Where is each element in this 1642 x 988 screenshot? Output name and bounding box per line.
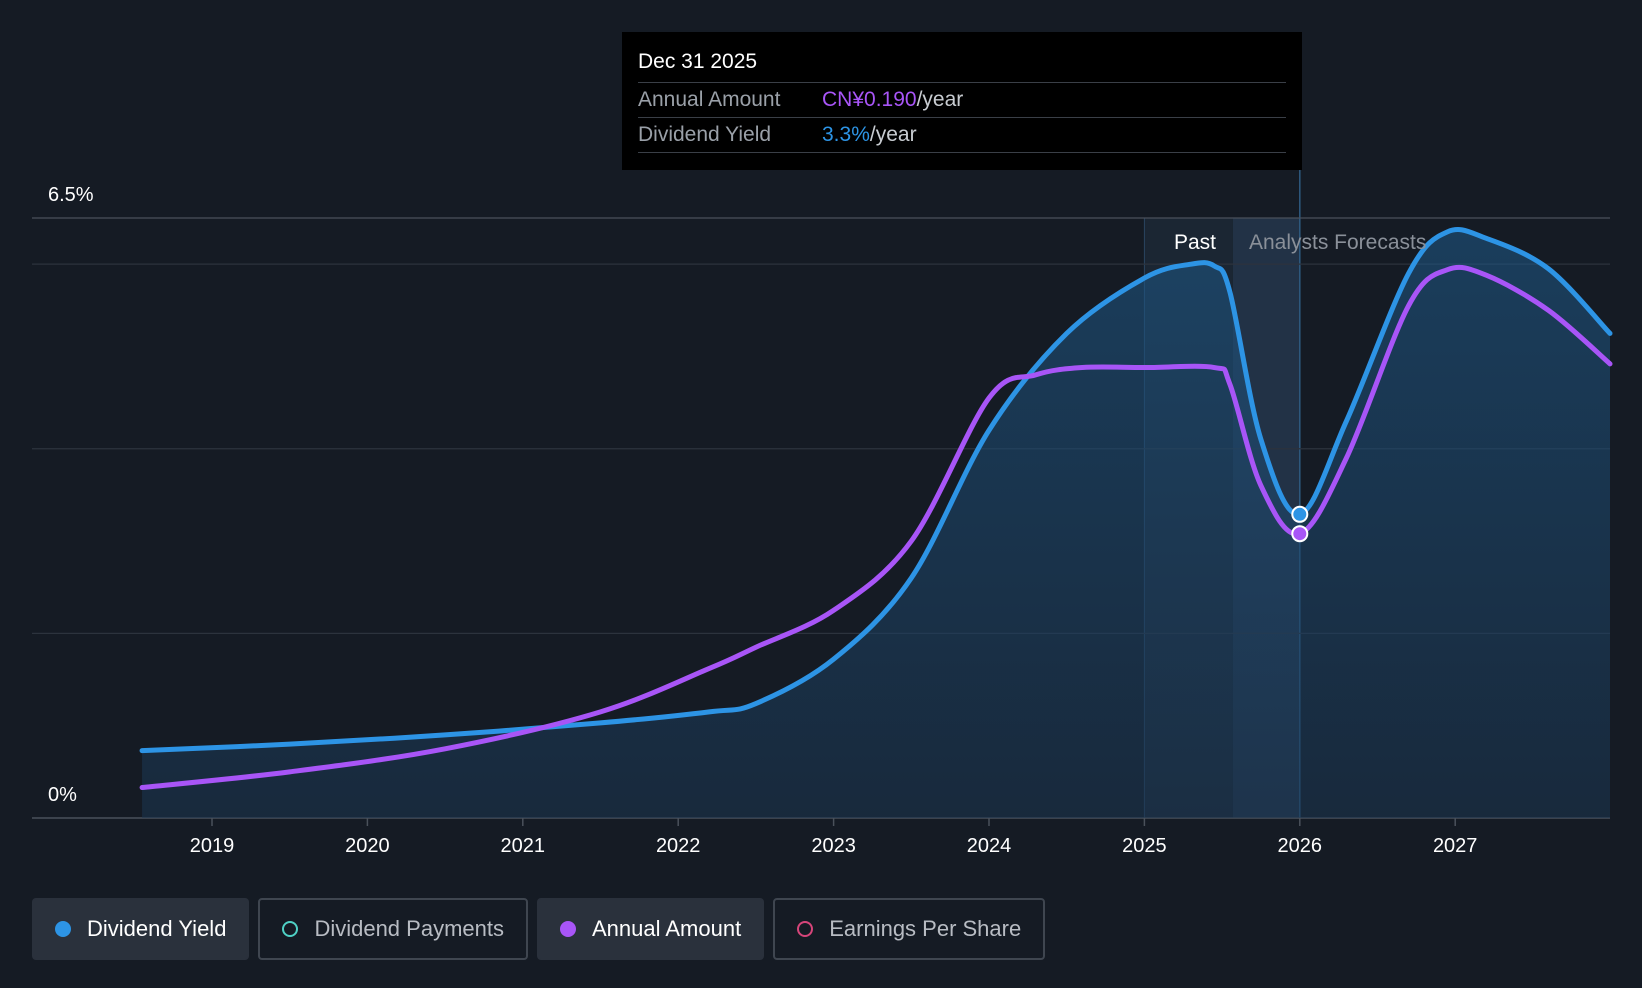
tooltip-value: 3.3% [822,123,870,146]
tooltip-label: Dividend Yield [638,123,772,146]
x-tick-label: 2026 [1278,835,1323,857]
annual-amount-highlight-point [1291,525,1309,543]
tooltip-unit: /year [869,123,917,146]
legend-label: Annual Amount [591,916,742,941]
legend-label: Dividend Yield [87,916,227,941]
legend-annual-amount[interactable]: Annual Amount [536,898,765,960]
y-min-label: 0% [48,784,77,806]
legend-dividend-payments[interactable]: Dividend Payments [258,898,528,960]
x-tick-label: 2022 [656,835,701,857]
tooltip-row-dividend-yield: Dividend Yield 3.3%/year [638,118,1286,153]
x-tick-label: 2019 [190,835,235,857]
legend-dot-icon [559,921,576,937]
x-tick-label: 2020 [345,835,390,857]
legend-label: Earnings Per Share [829,916,1022,941]
forecast-label: Analysts Forecasts [1249,231,1426,254]
past-label: Past [1174,231,1216,254]
x-tick-label: 2023 [811,835,856,857]
x-tick-label: 2025 [1122,835,1167,857]
tooltip-date: Dec 31 2025 [638,46,1286,83]
tooltip-value: CN¥0.190 [822,88,917,111]
dividend-yield-area [142,229,1610,819]
annual-amount-line [139,264,1613,791]
x-tick-label: 2021 [501,835,546,857]
legend: Dividend Yield Dividend Payments Annual … [32,898,1046,960]
legend-earnings-per-share[interactable]: Earnings Per Share [773,898,1046,960]
x-tick-label: 2024 [967,835,1012,857]
tooltip-label: Annual Amount [638,88,781,111]
chart-tooltip: Dec 31 2025 Annual Amount CN¥0.190/year … [622,32,1302,170]
legend-dot-icon [55,921,71,937]
legend-label: Dividend Payments [314,916,504,941]
legend-ring-icon [797,921,814,937]
x-tick-label: 2027 [1433,835,1478,857]
tooltip-unit: /year [916,88,964,111]
y-max-label: 6.5% [48,184,94,206]
tooltip-row-annual-amount: Annual Amount CN¥0.190/year [638,83,1286,118]
legend-dividend-yield[interactable]: Dividend Yield [32,898,250,960]
dividend-yield-highlight-point [1291,505,1309,523]
legend-ring-icon [282,921,299,937]
dividend-yield-line [139,227,1613,754]
